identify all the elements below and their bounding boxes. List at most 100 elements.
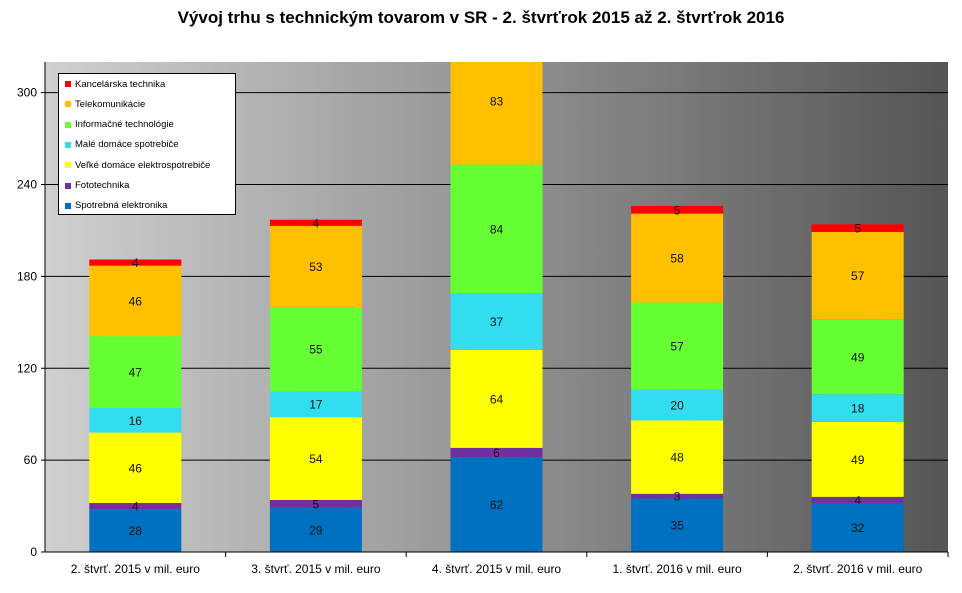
data-label: 5 <box>854 222 861 236</box>
data-label: 4 <box>132 500 139 514</box>
bar-segment <box>89 509 182 552</box>
legend-item: Veľké domáce elektrospotrebiče <box>65 158 210 172</box>
bar-segment <box>89 259 182 266</box>
legend-swatch <box>65 121 71 128</box>
bar-segment <box>450 293 543 350</box>
legend-label: Informačné technológie <box>75 119 174 131</box>
legend-item: Spotrebná elektronika <box>65 199 167 213</box>
bar-segment <box>89 432 182 503</box>
bar-segment <box>89 336 182 409</box>
bar-segment <box>631 213 724 303</box>
bar-segment <box>450 447 543 458</box>
data-label: 49 <box>851 350 865 364</box>
legend-label: Telekomunikácie <box>75 98 146 110</box>
bar-segment <box>811 421 904 497</box>
data-label: 28 <box>129 524 143 538</box>
data-label: 54 <box>309 452 323 466</box>
x-tick-label: 2. štvrť. 2016 v mil. euro <box>793 562 923 576</box>
bar-segment <box>269 499 362 508</box>
data-label: 18 <box>851 402 865 416</box>
y-tick-label: 0 <box>30 545 37 559</box>
x-tick-label: 4. štvrť. 2015 v mil. euro <box>432 562 562 576</box>
bar-segment <box>89 408 182 433</box>
bar-segment <box>811 224 904 232</box>
legend-item: Fototechnika <box>65 179 129 193</box>
bar-segment <box>811 319 904 395</box>
bar-segment <box>269 391 362 418</box>
x-tick-label: 3. štvrť. 2015 v mil. euro <box>251 562 381 576</box>
bar-segment <box>450 349 543 448</box>
data-label: 58 <box>670 252 684 266</box>
legend-label: Veľké domáce elektrospotrebiče <box>75 159 211 171</box>
bar-segment <box>450 457 543 552</box>
legend-label: Kancelárska technika <box>75 78 166 90</box>
data-label: 5 <box>313 497 320 511</box>
bar-segment <box>450 62 543 165</box>
legend-item: Malé domáce spotrebiče <box>65 138 179 152</box>
bar-segment <box>269 417 362 500</box>
chart-title: Vývoj trhu s technickým tovarom v SR - 2… <box>177 8 785 27</box>
bar-segment <box>631 205 724 214</box>
legend-label: Spotrebná elektronika <box>75 200 168 212</box>
data-label: 46 <box>129 461 143 475</box>
bar-segment <box>269 307 362 392</box>
bar-segment <box>631 498 724 552</box>
y-tick-label: 300 <box>17 86 37 100</box>
bar-segment <box>631 302 724 390</box>
data-label: 4 <box>854 493 861 507</box>
legend-swatch <box>65 202 71 209</box>
y-tick-label: 240 <box>17 178 37 192</box>
data-label: 84 <box>490 222 504 236</box>
bar-segment <box>811 496 904 503</box>
data-label: 62 <box>490 498 504 512</box>
data-label: 49 <box>851 453 865 467</box>
legend-item: Telekomunikácie <box>65 97 145 111</box>
bar-segment <box>811 503 904 552</box>
data-label: 4 <box>313 216 320 230</box>
data-label: 57 <box>851 269 865 283</box>
data-label: 6 <box>493 446 500 460</box>
data-label: 55 <box>309 343 323 357</box>
bar-segment <box>631 493 724 499</box>
bar-segment <box>89 503 182 510</box>
bar-segment <box>269 219 362 226</box>
bar-segment <box>450 164 543 294</box>
data-label: 37 <box>490 315 504 329</box>
legend: Kancelárska technika Telekomunikácie Infor… <box>58 73 236 215</box>
bar-segment <box>811 231 904 320</box>
y-tick-label: 180 <box>17 269 37 283</box>
data-label: 48 <box>670 451 684 465</box>
data-label: 53 <box>309 260 323 274</box>
legend-swatch <box>65 101 71 108</box>
bar-segment <box>89 265 182 337</box>
data-label: 20 <box>670 399 684 413</box>
legend-swatch <box>65 141 71 148</box>
y-tick-label: 120 <box>17 361 37 375</box>
y-tick-label: 60 <box>24 453 38 467</box>
data-label: 32 <box>851 521 865 535</box>
legend-label: Fototechnika <box>75 180 130 191</box>
legend-swatch <box>65 162 71 169</box>
data-label: 35 <box>670 519 684 533</box>
data-label: 29 <box>309 523 323 537</box>
x-tick-label: 2. štvrť. 2015 v mil. euro <box>71 562 201 576</box>
bar-segment <box>811 394 904 422</box>
data-label: 46 <box>129 294 143 308</box>
data-label: 47 <box>129 366 143 380</box>
legend-item: Informačné technológie <box>65 118 174 132</box>
data-label: 57 <box>670 340 684 354</box>
data-label: 3 <box>674 490 681 504</box>
bar-segment <box>269 225 362 307</box>
legend-swatch <box>65 182 71 189</box>
data-label: 64 <box>490 392 504 406</box>
legend-item: Kancelárska technika <box>65 77 165 91</box>
bar-segment <box>269 507 362 552</box>
data-label: 4 <box>132 256 139 270</box>
legend-swatch <box>65 81 71 87</box>
data-label: 17 <box>309 398 323 412</box>
data-label: 83 <box>490 95 504 109</box>
legend-label: Malé domáce spotrebiče <box>75 139 179 151</box>
x-tick-label: 1. štvrť. 2016 v mil. euro <box>612 562 742 576</box>
bar-segment <box>631 389 724 421</box>
